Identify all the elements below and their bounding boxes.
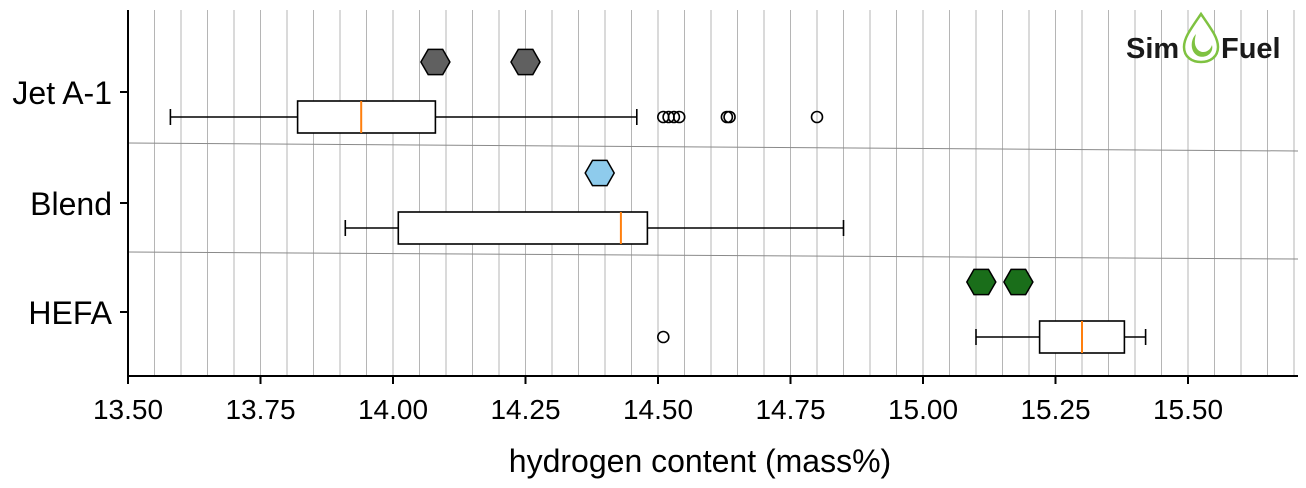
axes	[127, 10, 1298, 377]
vertical-gridlines	[154, 10, 1295, 376]
x-tick-label: 15.50	[1153, 394, 1223, 425]
box-iqr	[397, 211, 649, 245]
outlier-point	[720, 110, 734, 124]
y-category-label: Blend	[30, 186, 112, 222]
plot-marks	[169, 48, 1147, 354]
drop-leaf	[1191, 34, 1213, 57]
x-tick-label: 15.00	[888, 394, 958, 425]
simfuel-logo: Sim Fuel	[1126, 11, 1281, 65]
x-tick-label: 14.00	[358, 394, 428, 425]
y-category-label: Jet A-1	[12, 75, 112, 111]
hexagon-marker	[510, 48, 541, 76]
x-tick-label: 13.75	[225, 394, 295, 425]
outlier-point	[723, 110, 736, 124]
box-group	[344, 211, 845, 245]
box-iqr	[296, 100, 437, 134]
x-tick-label: 14.75	[755, 394, 825, 425]
separator-line	[127, 142, 1299, 152]
x-tick-label: 13.50	[93, 394, 163, 425]
hexagon-marker	[1003, 268, 1034, 296]
x-tick-label: 15.25	[1020, 394, 1090, 425]
y-category-labels: Jet A-1 Blend HEFA	[12, 75, 128, 331]
logo-text-left: Sim	[1126, 33, 1179, 65]
x-tick-labels: 13.50 13.75 14.00 14.25 14.50 14.75 15.00 15.25…	[93, 376, 1223, 425]
box-group	[656, 320, 1147, 354]
y-category-label: HEFA	[28, 295, 112, 331]
drop-icon	[1182, 11, 1220, 64]
x-axis-label: hydrogen content (mass%)	[509, 443, 891, 479]
hexagon-marker	[584, 159, 616, 187]
outlier-point	[667, 110, 681, 124]
logo-text-right: Fuel	[1221, 33, 1281, 65]
x-tick-label: 14.50	[623, 394, 693, 425]
x-tick-label: 14.25	[490, 394, 560, 425]
category-separators	[127, 142, 1299, 260]
outlier-point	[672, 110, 686, 124]
outlier-point	[656, 330, 670, 344]
box-group	[169, 100, 824, 134]
hexagon-marker	[965, 268, 997, 296]
separator-line	[127, 251, 1299, 260]
outlier-point	[810, 110, 824, 124]
hexagon-marker	[420, 48, 451, 76]
